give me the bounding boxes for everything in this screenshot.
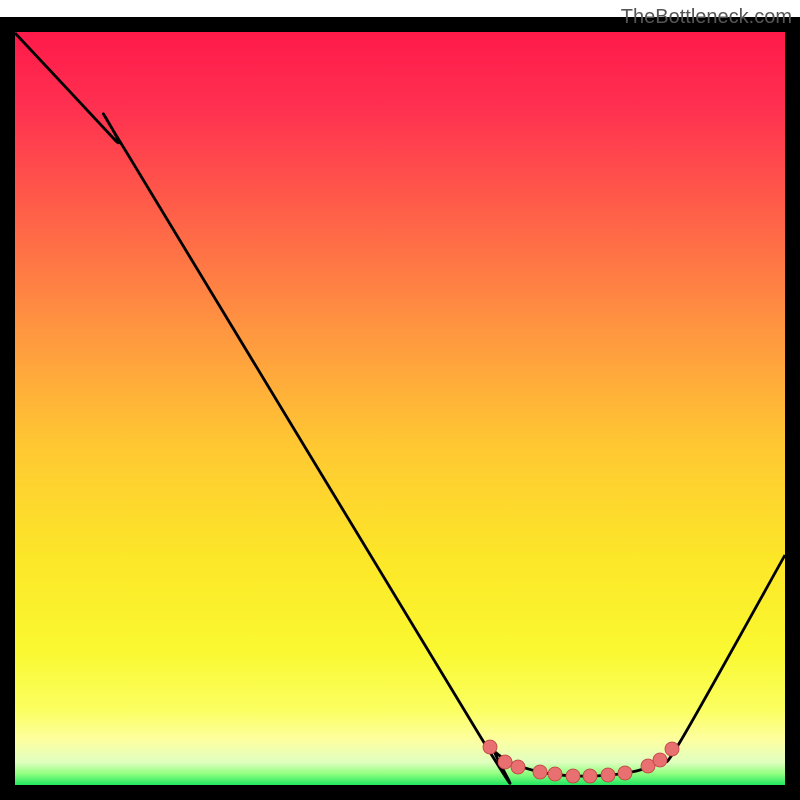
curve-marker bbox=[511, 760, 525, 774]
curve-marker bbox=[483, 740, 497, 754]
curve-marker bbox=[533, 765, 547, 779]
chart-container: TheBottleneck.com bbox=[0, 0, 800, 800]
curve-marker bbox=[665, 742, 679, 756]
plot-background bbox=[15, 32, 785, 785]
curve-marker bbox=[548, 767, 562, 781]
curve-marker bbox=[583, 769, 597, 783]
curve-marker bbox=[566, 769, 580, 783]
curve-marker bbox=[618, 766, 632, 780]
curve-marker bbox=[653, 753, 667, 767]
curve-marker bbox=[601, 768, 615, 782]
bottleneck-curve-chart bbox=[0, 0, 800, 800]
curve-marker bbox=[498, 755, 512, 769]
watermark-text: TheBottleneck.com bbox=[621, 6, 792, 29]
